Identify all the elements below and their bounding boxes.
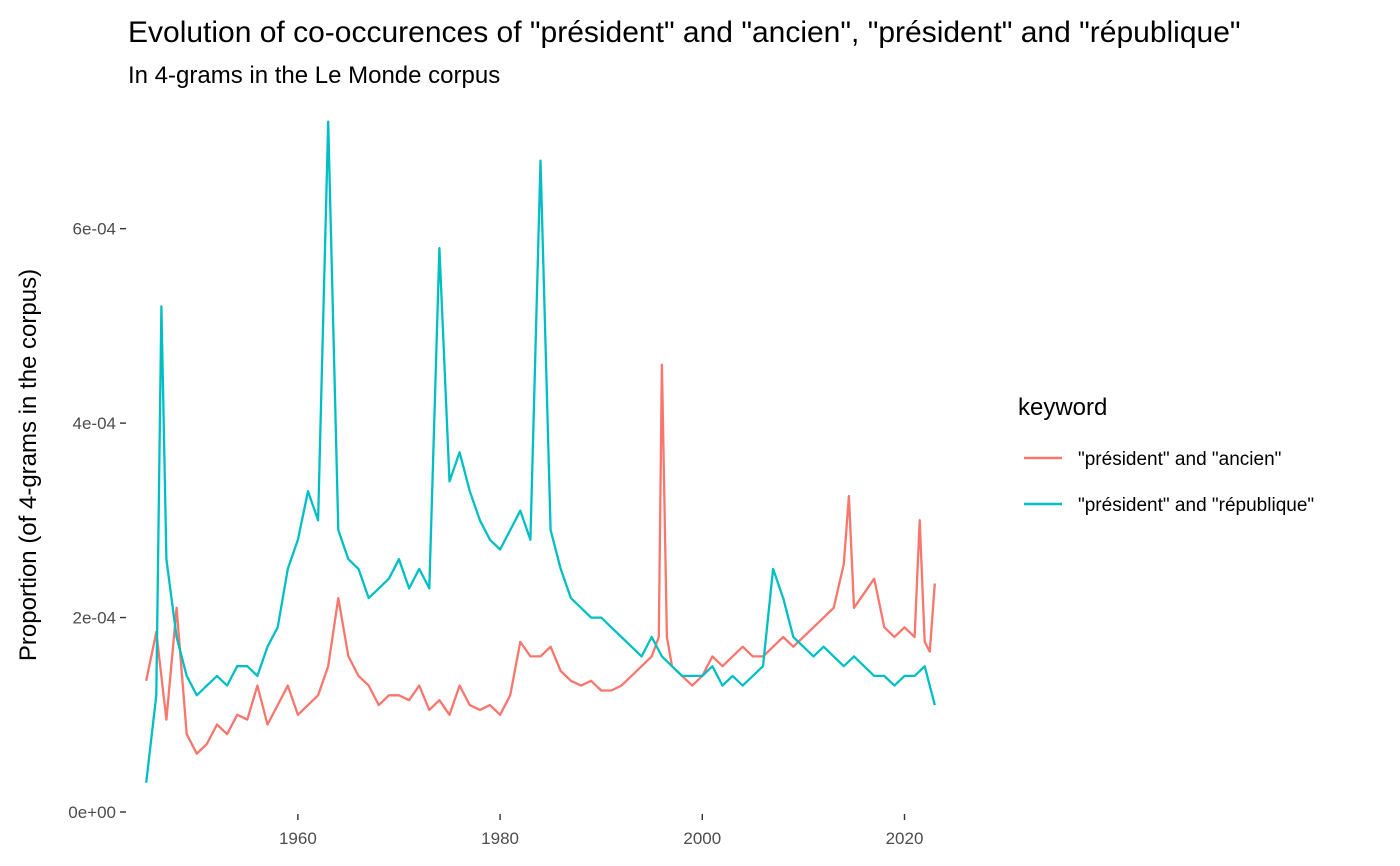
x-tick-label: 1960 [279,829,317,848]
x-axis: 1960 1980 2000 2020 [279,814,923,848]
x-tick-label: 2020 [886,829,924,848]
y-axis: 0e+00 2e-04 4e-04 6e-04 [68,220,126,822]
chart-title: Evolution of co-occurences of "président… [128,16,1241,49]
legend-label-president-republique: "président" and "république" [1078,495,1314,516]
chart-subtitle: In 4-grams in the Le Monde corpus [128,62,500,89]
series-line-president-ancien [145,363,936,755]
legend-label-president-ancien: "président" and "ancien" [1078,449,1281,470]
x-tick-label: 2000 [683,829,721,848]
x-tick-label: 1980 [481,829,519,848]
legend-title: keyword [1018,394,1107,421]
y-axis-title: Proportion (of 4-grams in the corpus) [15,269,42,661]
y-tick-label: 6e-04 [73,220,116,239]
y-tick-label: 2e-04 [73,609,116,628]
plot-area [145,120,936,783]
series-line-president-republique [145,120,936,783]
y-tick-label: 4e-04 [73,414,116,433]
legend: keyword "président" and "ancien" "présid… [1018,394,1314,516]
y-tick-label: 0e+00 [68,803,116,822]
